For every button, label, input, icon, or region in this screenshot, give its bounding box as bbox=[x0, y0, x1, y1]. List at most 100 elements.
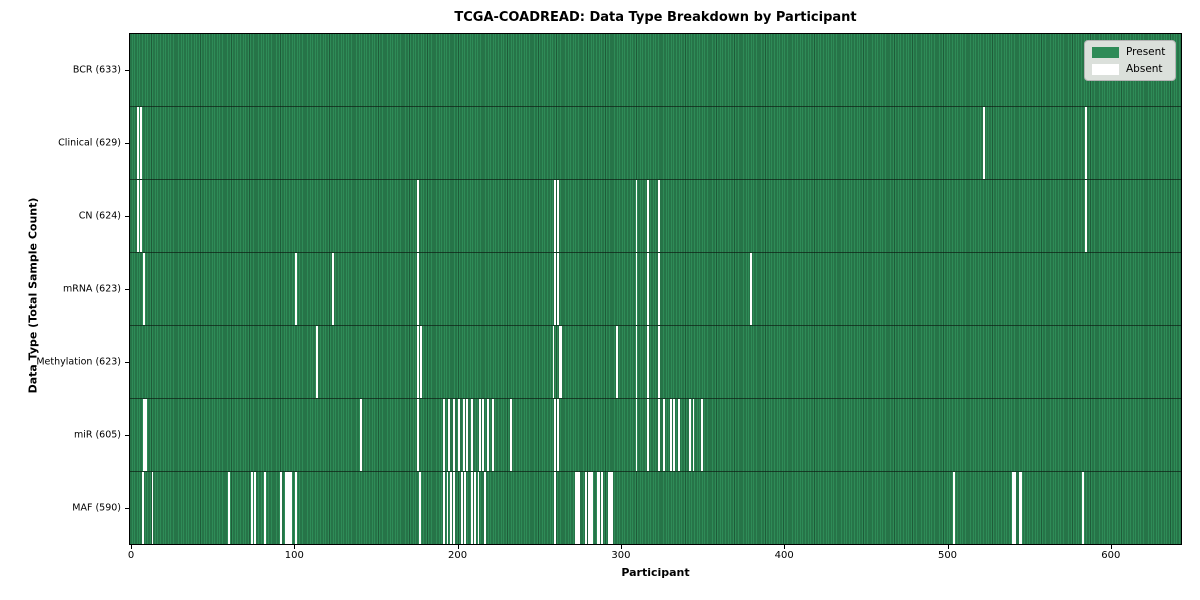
absent-line bbox=[140, 107, 142, 179]
absent-line bbox=[510, 399, 512, 471]
absent-line bbox=[254, 472, 257, 544]
x-tick-mark bbox=[947, 545, 949, 549]
absent-line bbox=[443, 472, 446, 544]
absent-line bbox=[143, 253, 146, 325]
absent-line bbox=[482, 399, 485, 471]
legend-label-present: Present bbox=[1126, 46, 1166, 58]
legend-item-absent: Absent bbox=[1092, 63, 1167, 75]
x-tick-label: 500 bbox=[937, 550, 958, 561]
absent-line bbox=[663, 399, 666, 471]
absent-line bbox=[635, 253, 638, 325]
row-band-mRNA bbox=[130, 253, 1181, 326]
absent-line bbox=[316, 326, 318, 398]
absent-line bbox=[477, 472, 480, 544]
absent-line bbox=[136, 107, 139, 179]
absent-line bbox=[635, 180, 638, 252]
absent-line bbox=[136, 180, 139, 252]
absent-line bbox=[635, 399, 638, 471]
y-tick-mark bbox=[125, 69, 129, 71]
absent-line bbox=[492, 399, 494, 471]
absent-line bbox=[647, 180, 649, 252]
absent-line bbox=[143, 399, 146, 471]
row-band-miR bbox=[130, 399, 1181, 472]
absent-line bbox=[554, 180, 556, 252]
x-tick-label: 200 bbox=[448, 550, 468, 561]
absent-line bbox=[669, 399, 672, 471]
absent-line bbox=[689, 399, 692, 471]
x-tick-label: 0 bbox=[127, 550, 135, 561]
absent-line bbox=[635, 326, 638, 398]
absent-line bbox=[449, 472, 452, 544]
chart-title: TCGA-COADREAD: Data Type Breakdown by Pa… bbox=[454, 10, 857, 25]
absent-line bbox=[332, 253, 335, 325]
y-tick-mark bbox=[125, 508, 129, 510]
absent-line bbox=[1085, 107, 1088, 179]
absent-line bbox=[453, 472, 455, 544]
absent-line bbox=[479, 399, 481, 471]
absent-line bbox=[678, 399, 680, 471]
absent-line bbox=[554, 399, 556, 471]
x-tick-label: 600 bbox=[1101, 550, 1121, 561]
absent-line bbox=[448, 399, 450, 471]
absent-line bbox=[1013, 472, 1016, 544]
absent-line bbox=[446, 472, 449, 544]
absent-line bbox=[591, 472, 594, 544]
y-tick-mark bbox=[125, 215, 129, 217]
row-band-MAF bbox=[130, 472, 1181, 544]
absent-swatch bbox=[1092, 63, 1119, 75]
y-axis-ticks: BCR (633) Clinical (629) CN (624) mRNA (623… bbox=[0, 33, 129, 545]
absent-line bbox=[557, 180, 560, 252]
absent-line bbox=[140, 180, 142, 252]
y-tick-label: Clinical (629) bbox=[58, 137, 121, 149]
absent-line bbox=[417, 399, 420, 471]
absent-line bbox=[145, 399, 147, 471]
absent-line bbox=[673, 399, 675, 471]
absent-line bbox=[749, 253, 752, 325]
present-swatch bbox=[1092, 46, 1119, 58]
row-band-Clinical bbox=[130, 107, 1181, 180]
absent-line bbox=[647, 326, 649, 398]
absent-line bbox=[559, 326, 561, 398]
absent-line bbox=[466, 399, 468, 471]
absent-line bbox=[575, 472, 578, 544]
absent-line bbox=[601, 472, 604, 544]
absent-line bbox=[417, 326, 420, 398]
x-tick-mark bbox=[131, 545, 132, 549]
absent-line bbox=[151, 472, 154, 544]
absent-line bbox=[647, 399, 649, 471]
absent-line bbox=[228, 472, 230, 544]
absent-line bbox=[658, 399, 661, 471]
absent-line bbox=[1082, 472, 1085, 544]
x-tick-label: 400 bbox=[774, 550, 794, 561]
absent-line bbox=[647, 253, 649, 325]
x-axis-title: Participant bbox=[621, 566, 690, 579]
absent-line bbox=[457, 399, 460, 471]
absent-line bbox=[658, 253, 661, 325]
absent-line bbox=[250, 472, 253, 544]
y-tick-mark bbox=[125, 142, 129, 144]
x-tick-mark bbox=[457, 545, 459, 549]
absent-line bbox=[418, 472, 421, 544]
absent-line bbox=[285, 472, 287, 544]
absent-line bbox=[554, 472, 556, 544]
absent-line bbox=[487, 399, 490, 471]
absent-line bbox=[420, 326, 423, 398]
absent-line bbox=[578, 472, 581, 544]
absent-line bbox=[557, 253, 560, 325]
absent-line bbox=[700, 399, 703, 471]
absent-line bbox=[616, 326, 618, 398]
absent-line bbox=[471, 399, 473, 471]
absent-line bbox=[417, 253, 420, 325]
x-tick-mark bbox=[620, 545, 622, 549]
absent-line bbox=[294, 253, 297, 325]
y-tick-label: MAF (590) bbox=[72, 502, 121, 514]
y-tick-mark bbox=[125, 362, 129, 364]
absent-line bbox=[658, 180, 661, 252]
absent-line bbox=[288, 472, 291, 544]
x-tick-mark bbox=[784, 545, 786, 549]
absent-line bbox=[464, 472, 467, 544]
absent-line bbox=[588, 472, 591, 544]
row-band-Methylation bbox=[130, 326, 1181, 399]
absent-line bbox=[607, 472, 610, 544]
